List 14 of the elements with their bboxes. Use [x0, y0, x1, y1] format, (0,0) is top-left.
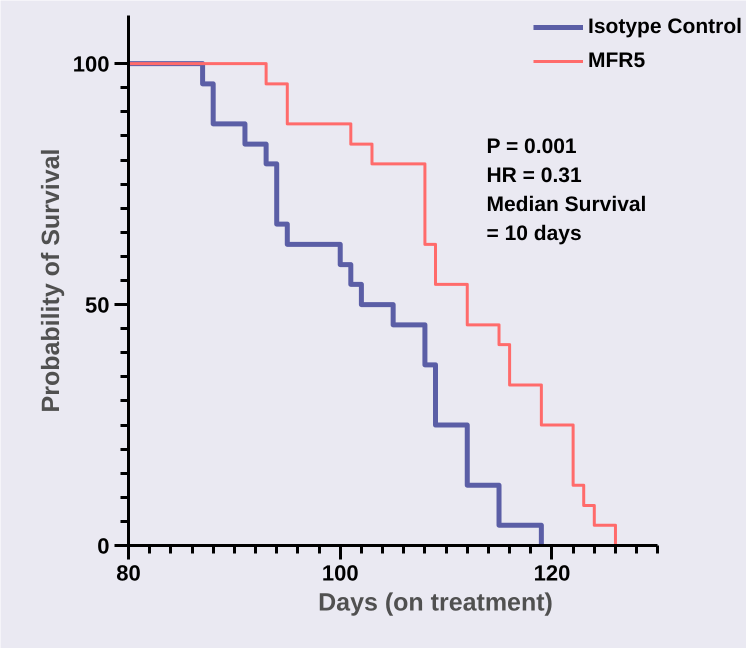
- y-tick-label: 100: [72, 52, 110, 77]
- x-tick-label: 120: [534, 560, 570, 586]
- x-tick-label: 100: [322, 560, 359, 586]
- annotation: HR = 0.31: [486, 164, 582, 187]
- legend-label: MFR5: [588, 49, 646, 73]
- x-tick-label: 80: [116, 560, 141, 586]
- annotation: Median Survival: [486, 193, 646, 216]
- annotation: = 10 days: [486, 222, 582, 245]
- x-axis-title: Days (on treatment): [318, 588, 553, 616]
- y-axis-title: Probability of Survival: [36, 148, 65, 412]
- y-tick-label: 0: [97, 534, 110, 558]
- legend-label: Isotype Control: [588, 15, 742, 39]
- y-tick-label: 50: [85, 292, 110, 318]
- annotation: P = 0.001: [486, 135, 577, 158]
